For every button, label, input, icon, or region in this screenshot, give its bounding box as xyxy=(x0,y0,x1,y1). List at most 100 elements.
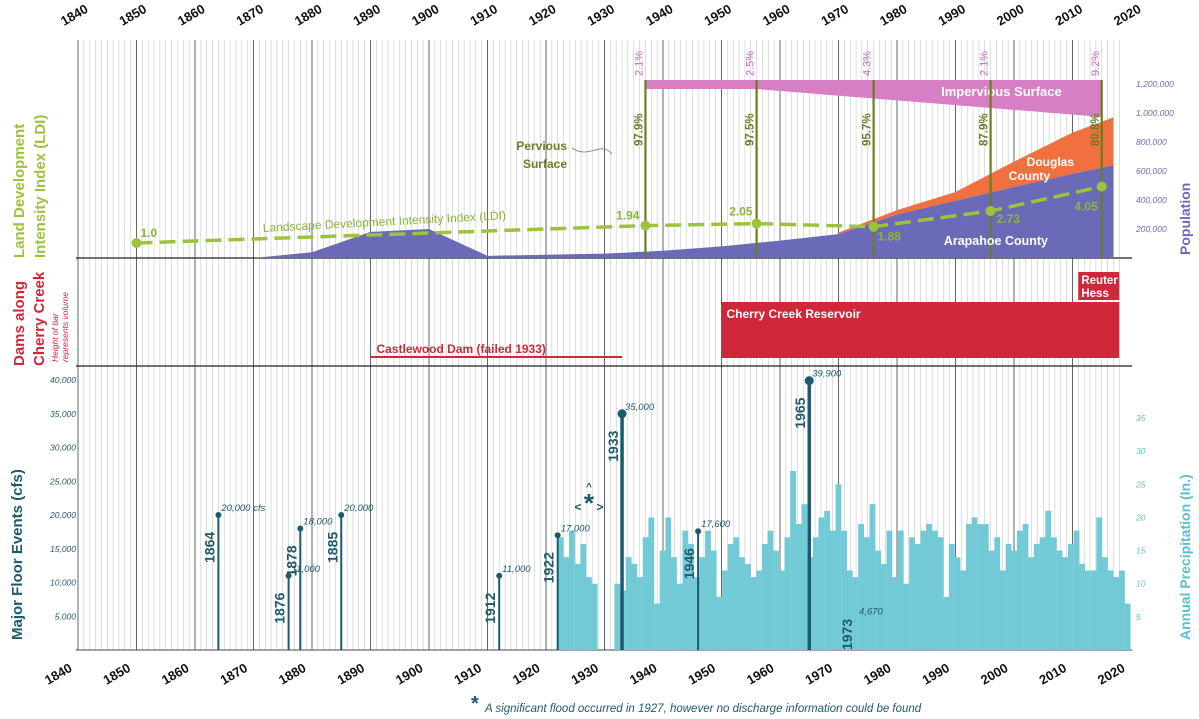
year-tick-label-top: 1900 xyxy=(409,1,442,28)
flood-year-label: 1965 xyxy=(792,397,808,428)
douglas-county-label-line1: Douglas xyxy=(1027,155,1075,169)
precip-bar xyxy=(699,557,706,650)
year-tick-label-bottom: 1940 xyxy=(627,660,660,687)
side-labels: Land Development Intensity Index (LDI) Pop… xyxy=(9,115,1193,640)
population-side-label: Population xyxy=(1177,183,1193,255)
precip-bar xyxy=(1113,577,1120,650)
year-tick-label-bottom: 1860 xyxy=(159,660,192,687)
cfs-tick-label: 5,000 xyxy=(55,611,77,621)
population-tick-label: 200,000 xyxy=(1135,224,1167,234)
flood-events: 40,000 35,000 30,000 25,000 20,000 15,000 10,0… xyxy=(49,369,884,650)
ldi-side-label-line2: Intensity Index (LDI) xyxy=(32,115,49,258)
year-tick-label-top: 1860 xyxy=(175,1,208,28)
year-tick-label-top: 1920 xyxy=(526,1,559,28)
precip-bar xyxy=(1005,543,1012,650)
bottom-year-axis: 1840 1850 1860 1870 1880 1890 1900 1910 1920 1930… xyxy=(42,660,1128,687)
precip-bar xyxy=(1011,550,1018,650)
ldi-value-label: 1.88 xyxy=(878,230,902,244)
year-tick-label-top: 1970 xyxy=(819,1,852,28)
cfs-tick-label: 40,000 xyxy=(50,375,76,385)
footnote-text: A significant flood occurred in 1927, ho… xyxy=(484,703,922,715)
impervious-percent-label: 2.1% xyxy=(633,51,645,76)
year-tick-label-bottom: 1990 xyxy=(920,660,953,687)
precip-bar xyxy=(829,530,836,650)
precip-tick-label: 20 xyxy=(1135,512,1146,522)
ldi-point xyxy=(1096,181,1107,192)
year-tick-label-bottom: 1890 xyxy=(335,660,368,687)
precip-bar xyxy=(886,530,893,650)
precip-bar xyxy=(722,570,728,650)
precip-bar xyxy=(920,530,927,650)
precip-bar xyxy=(625,557,632,650)
precip-tick-label: 10 xyxy=(1136,579,1146,589)
precip-bar xyxy=(637,577,643,650)
dams-note-line1: Height of bar xyxy=(50,312,60,362)
flood-year-label: 1933 xyxy=(605,430,621,461)
year-tick-label-top: 1990 xyxy=(936,1,969,28)
ldi-value-label: 2.73 xyxy=(997,212,1021,226)
year-tick-label-top: 2010 xyxy=(1053,1,1086,28)
precip-bar xyxy=(557,537,564,650)
precip-bar xyxy=(960,570,967,650)
ldi-point xyxy=(868,221,879,232)
precip-bar xyxy=(744,563,751,650)
precip-tick-label: 30 xyxy=(1136,446,1146,456)
impervious-percent-label: 2.1% xyxy=(979,51,991,76)
flood-cfs-label: 17,000 xyxy=(561,523,591,534)
pervious-percent-label: 95.7% xyxy=(862,113,874,146)
precip-bar xyxy=(1062,557,1069,650)
precip-bar xyxy=(897,530,904,650)
pervious-label-arrow xyxy=(571,147,613,155)
precip-bar xyxy=(1039,537,1046,650)
douglas-county-area xyxy=(838,117,1114,235)
precip-bar xyxy=(875,550,882,650)
precip-bar xyxy=(1033,543,1040,650)
precip-bar xyxy=(954,557,961,650)
flood-year-label: 1946 xyxy=(681,548,697,579)
pervious-percent-label: 87.9% xyxy=(979,113,991,146)
cfs-tick-label: 25,000 xyxy=(49,476,76,486)
precip-bar xyxy=(733,537,740,650)
precip-bar xyxy=(1056,550,1063,650)
flood-cfs-label: 35,000 xyxy=(625,402,655,413)
footnote: * A significant flood occurred in 1927, h… xyxy=(471,693,922,715)
precip-bar xyxy=(812,537,819,650)
precip-bar xyxy=(1079,563,1086,650)
precip-bar xyxy=(1102,557,1108,650)
population-tick-label: 400,000 xyxy=(1136,195,1167,205)
precip-bar xyxy=(1090,570,1097,650)
precip-bar xyxy=(999,570,1006,650)
precip-bar xyxy=(988,550,995,650)
precip-bar xyxy=(903,583,910,650)
year-tick-label-bottom: 2000 xyxy=(978,660,1011,687)
precip-tick-label: 5 xyxy=(1136,612,1141,622)
precip-bar xyxy=(852,577,859,650)
precip-bar xyxy=(665,517,672,650)
precip-bar xyxy=(1016,530,1023,650)
year-tick-label-bottom: 1970 xyxy=(803,660,836,687)
cherry-creek-reservoir-bar xyxy=(721,302,1120,358)
ldi-side-label-line1: Land Development xyxy=(11,124,28,258)
impervious-surface-band: Impervious Surface xyxy=(645,80,1102,117)
precip-bar xyxy=(1028,557,1035,650)
population-tick-label: 800,000 xyxy=(1136,137,1167,147)
top-year-axis: 1840 1850 1860 1870 1880 1890 1900 1910 1920 1930… xyxy=(58,1,1144,28)
precip-bar xyxy=(948,543,955,650)
ldi-point xyxy=(131,238,142,248)
year-tick-label-top: 2000 xyxy=(994,1,1027,28)
flood-event-marker xyxy=(496,572,503,579)
precip-bar xyxy=(659,550,666,650)
precip-bar xyxy=(1050,537,1057,650)
flood-year-label: 1922 xyxy=(541,552,557,583)
year-tick-label-top: 1840 xyxy=(58,1,91,28)
precip-bar xyxy=(971,517,978,650)
precip-bar xyxy=(591,583,598,650)
dams-note-line2: represents volume xyxy=(60,292,70,362)
arapahoe-county-area xyxy=(253,165,1114,258)
year-tick-label-top: 1950 xyxy=(702,1,735,28)
precip-bar xyxy=(841,530,847,650)
precip-bar xyxy=(1107,570,1114,650)
year-tick-label-bottom: 1960 xyxy=(744,660,777,687)
ldi-value-label: 1.0 xyxy=(141,226,158,240)
ldi-point xyxy=(985,205,996,216)
